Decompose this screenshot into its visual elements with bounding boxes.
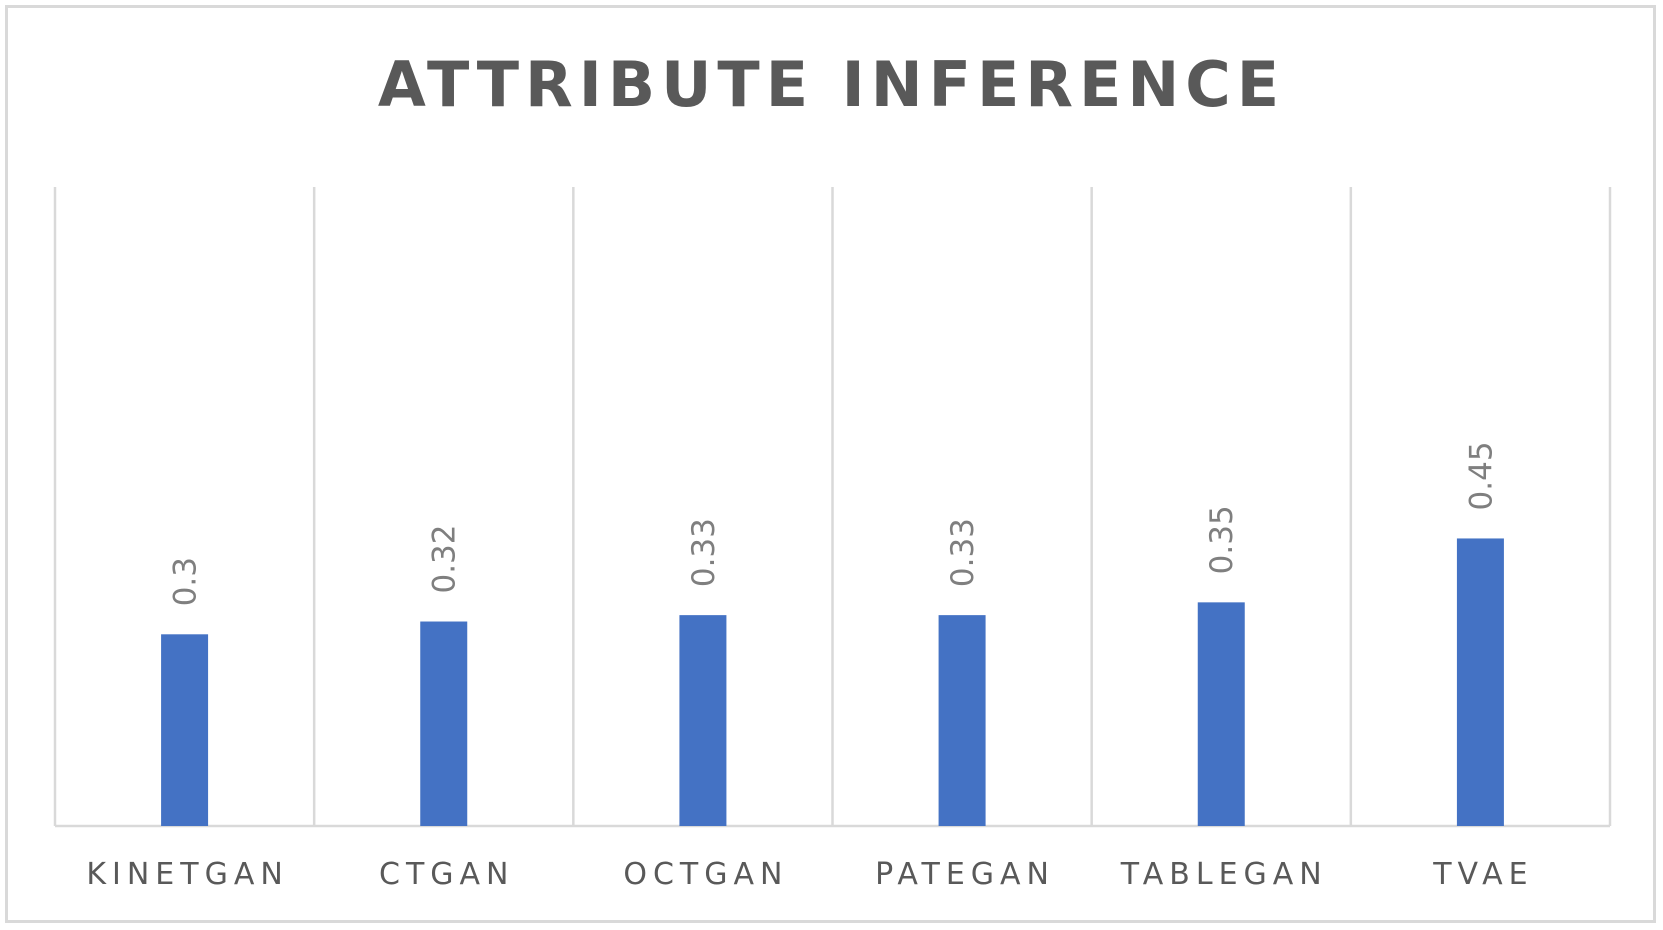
category-label-group: KINETGAN CTGAN OCTGAN PATEGAN TABLEGAN TVAE bbox=[86, 857, 1533, 892]
category-label: TABLEGAN bbox=[1120, 857, 1328, 892]
data-label: 0.3 bbox=[168, 557, 204, 606]
data-label: 0.33 bbox=[945, 518, 981, 587]
bar-group bbox=[161, 538, 1504, 826]
category-label: OCTGAN bbox=[623, 857, 788, 892]
grid-lines bbox=[53, 187, 1612, 826]
category-label: PATEGAN bbox=[875, 857, 1055, 892]
bar-kinetgan bbox=[161, 634, 209, 826]
bar-pategan bbox=[938, 615, 986, 826]
data-label: 0.32 bbox=[427, 524, 463, 593]
data-label: 0.45 bbox=[1463, 441, 1499, 510]
data-label: 0.35 bbox=[1204, 505, 1240, 574]
data-label: 0.33 bbox=[686, 518, 722, 587]
category-label: KINETGAN bbox=[86, 857, 288, 892]
chart-frame bbox=[5, 5, 1656, 923]
bar-ctgan bbox=[420, 621, 468, 826]
bar-tablegan bbox=[1197, 602, 1245, 826]
category-label: TVAE bbox=[1432, 857, 1533, 892]
chart-title: ATTRIBUTE INFERENCE bbox=[377, 48, 1286, 121]
bar-tvae bbox=[1456, 538, 1504, 826]
data-label-group: 0.3 0.32 0.33 0.33 0.35 0.45 bbox=[168, 441, 1500, 606]
category-label: CTGAN bbox=[379, 857, 514, 892]
bar-octgan bbox=[679, 615, 727, 826]
